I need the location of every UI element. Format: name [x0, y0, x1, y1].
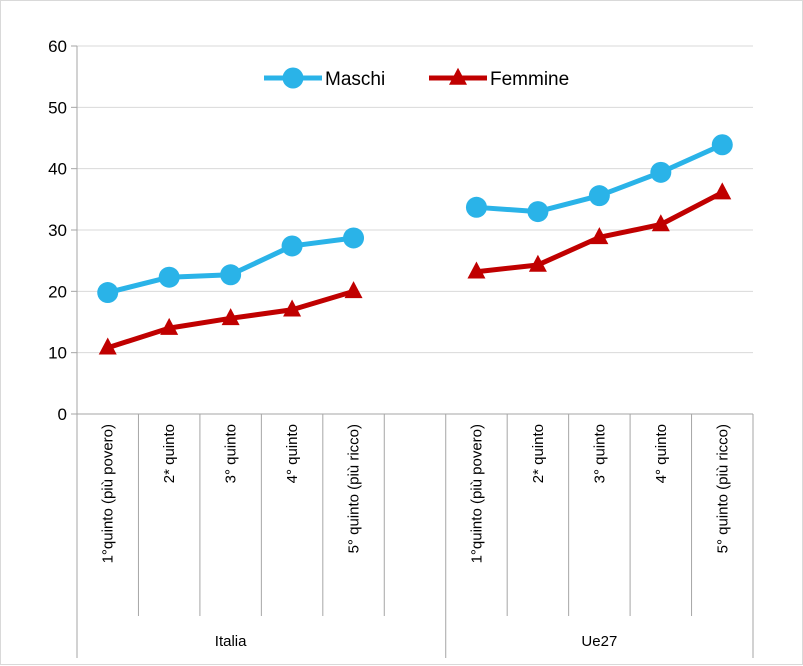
data-point-maschi — [527, 201, 549, 223]
series-layer — [97, 134, 733, 355]
data-point-maschi — [220, 264, 242, 286]
axes: 0 10 20 30 40 50 60 1°quinto (più povero) 2* qui… — [48, 37, 754, 658]
data-point-femmine — [344, 281, 363, 299]
y-tick-label: 10 — [48, 344, 67, 363]
y-tick-label: 40 — [48, 160, 67, 179]
legend-label: Femmine — [490, 69, 569, 90]
data-point-femmine — [528, 254, 547, 272]
y-tick-label: 50 — [48, 98, 67, 117]
x-group-label: Ue27 — [581, 633, 617, 650]
data-point-femmine — [467, 261, 486, 279]
data-point-femmine — [98, 337, 117, 355]
x-category-label: 3° quinto — [223, 424, 240, 483]
legend-marker — [282, 67, 304, 89]
data-point-maschi — [158, 266, 180, 288]
data-point-femmine — [651, 214, 670, 232]
y-tick-label: 0 — [58, 405, 67, 424]
x-category-label: 3° quinto — [591, 424, 608, 483]
legend: Maschi Femmine — [264, 67, 569, 90]
legend-label: Maschi — [325, 69, 385, 90]
series-femmine — [98, 182, 732, 355]
series-maschi — [97, 134, 733, 304]
data-point-maschi — [465, 196, 487, 218]
x-category-label: 5° quinto (più ricco) — [346, 424, 363, 553]
data-point-femmine — [590, 227, 609, 245]
y-tick-label: 60 — [48, 37, 67, 56]
data-point-maschi — [711, 134, 733, 156]
y-tick-label: 30 — [48, 221, 67, 240]
y-tick-label: 20 — [48, 282, 67, 301]
data-point-maschi — [97, 282, 119, 304]
x-group-label: Italia — [215, 633, 247, 650]
data-point-maschi — [650, 161, 672, 183]
data-point-femmine — [221, 308, 240, 326]
x-category-label: 5° quinto (più ricco) — [714, 424, 731, 553]
x-category-label: 4° quinto — [284, 424, 301, 483]
x-category-label: 1°quinto (più povero) — [468, 424, 485, 563]
data-point-femmine — [160, 317, 179, 335]
data-point-maschi — [343, 227, 365, 249]
data-point-maschi — [588, 185, 610, 207]
x-category-label: 1°quinto (più povero) — [100, 424, 117, 563]
data-point-femmine — [713, 182, 732, 200]
x-category-label: 2* quinto — [530, 424, 547, 483]
x-category-label: 4° quinto — [653, 424, 670, 483]
data-point-maschi — [281, 235, 303, 257]
x-category-label: 2* quinto — [161, 424, 178, 483]
gridlines — [77, 45, 753, 354]
legend-marker — [449, 67, 467, 85]
legend-item-femmine: Femmine — [429, 67, 569, 90]
data-point-femmine — [283, 299, 302, 317]
legend-item-maschi: Maschi — [264, 67, 385, 90]
